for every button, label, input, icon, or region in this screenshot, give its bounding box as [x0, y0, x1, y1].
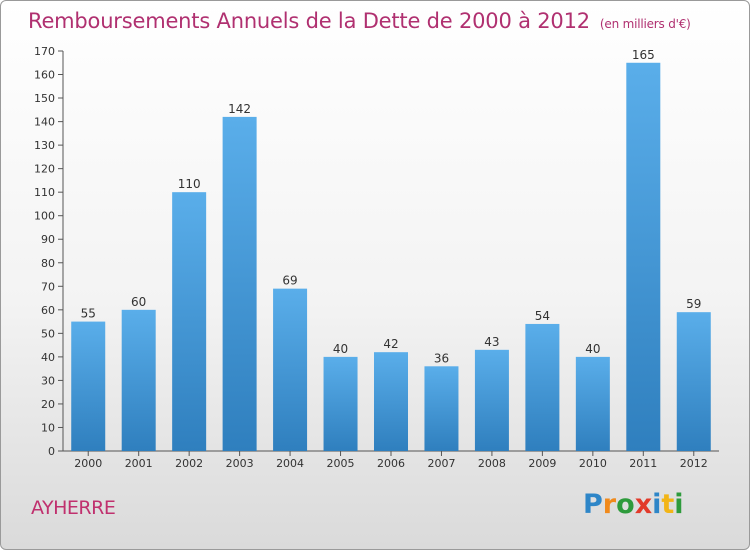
commune-name: AYHERRE [31, 497, 116, 519]
x-tick-label: 2002 [175, 457, 203, 470]
y-tick-label: 100 [34, 210, 55, 223]
bar-value-label: 55 [81, 307, 96, 321]
bar [525, 323, 560, 451]
y-tick-label: 10 [41, 421, 55, 434]
chart-axes: 0 10 20 30 40 50 60 70 80 90 100 110 120 130 140 150 160… [34, 45, 719, 470]
bar [273, 288, 308, 451]
bar [323, 356, 358, 451]
bar-value-label: 165 [632, 48, 655, 62]
brand-logo: Proxiti [583, 489, 684, 520]
bar [626, 62, 661, 451]
x-tick-label: 2010 [579, 457, 607, 470]
bar-value-label: 59 [686, 297, 701, 311]
brand-letter: i [652, 489, 662, 520]
brand-letter: x [634, 489, 653, 520]
y-tick-label: 70 [41, 280, 55, 293]
y-tick-label: 0 [48, 445, 55, 458]
bar [172, 192, 207, 452]
chart-title: Remboursements Annuels de la Dette de 20… [28, 9, 691, 33]
x-tick-label: 2008 [478, 457, 506, 470]
bar-value-label: 40 [333, 342, 348, 356]
bar [374, 352, 408, 451]
bar-value-label: 110 [178, 177, 201, 191]
bar [575, 356, 610, 451]
bar [222, 116, 257, 451]
x-tick-label: 2007 [427, 457, 455, 470]
x-tick-label: 2005 [327, 457, 355, 470]
bar-value-label: 60 [131, 295, 146, 309]
bar-value-label: 40 [585, 342, 600, 356]
brand-letter: i [674, 489, 684, 520]
y-tick-label: 90 [41, 233, 55, 246]
bar-value-label: 36 [434, 351, 449, 365]
y-tick-label: 160 [34, 69, 55, 82]
y-tick-label: 40 [41, 351, 55, 364]
brand-letter: t [661, 489, 675, 520]
y-tick-label: 20 [41, 398, 55, 411]
bar [424, 366, 459, 451]
bar [71, 321, 106, 451]
bar [676, 312, 711, 451]
chart-title-text: Remboursements Annuels de la Dette de 20… [28, 9, 590, 33]
x-tick-label: 2000 [74, 457, 102, 470]
bar-value-label: 43 [484, 335, 499, 349]
bar-value-label: 54 [535, 309, 550, 323]
x-tick-label: 2011 [629, 457, 657, 470]
brand-letter: P [583, 489, 603, 520]
y-tick-label: 80 [41, 257, 55, 270]
bar-value-label: 42 [383, 337, 398, 351]
y-tick-label: 120 [34, 163, 55, 176]
bar [121, 309, 156, 451]
x-tick-label: 2012 [680, 457, 708, 470]
y-tick-label: 170 [34, 45, 55, 58]
y-tick-label: 130 [34, 139, 55, 152]
x-tick-label: 2009 [528, 457, 556, 470]
y-tick-label: 60 [41, 304, 55, 317]
y-tick-label: 30 [41, 374, 55, 387]
x-tick-label: 2006 [377, 457, 405, 470]
brand-letter: o [616, 489, 635, 520]
brand-letter: r [602, 489, 617, 520]
x-tick-label: 2001 [125, 457, 153, 470]
chart-unit: (en milliers d'€) [599, 17, 691, 31]
bar-value-label: 142 [228, 102, 251, 116]
bar-value-label: 69 [282, 274, 297, 288]
y-tick-label: 140 [34, 116, 55, 129]
bar [474, 349, 509, 451]
y-tick-label: 150 [34, 92, 55, 105]
y-tick-label: 50 [41, 327, 55, 340]
x-tick-label: 2003 [226, 457, 254, 470]
chart-bars: 55 60 110 142 69 40 42 36 43 54 40 165 59 [71, 48, 711, 452]
y-tick-label: 110 [34, 186, 55, 199]
x-tick-label: 2004 [276, 457, 304, 470]
